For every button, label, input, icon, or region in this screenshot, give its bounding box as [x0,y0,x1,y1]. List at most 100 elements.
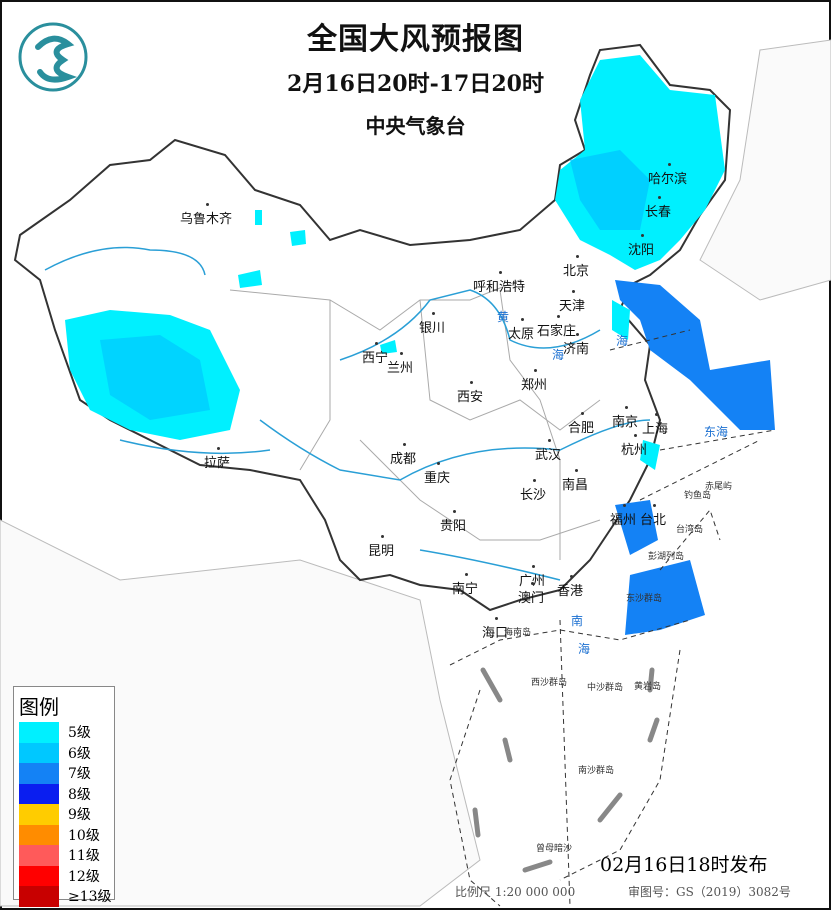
legend: 图例 5级 6级 7级 8级 9级 10级 11级 12级 ≥13级 [13,686,115,907]
city-label: 呼和浩特 [473,271,525,295]
legend-swatch [19,722,59,743]
legend-item: 9级 [14,804,114,825]
legend-swatch [19,763,59,784]
wind-area-7 [615,280,775,430]
legend-label: 10级 [68,827,100,844]
legend-item: 6级 [14,742,114,763]
city-label: 武汉 [535,439,561,463]
legend-item: 7级 [14,763,114,784]
city-label: 沈阳 [628,234,654,258]
wind-area-6 [570,150,650,230]
neighbor-land [699,39,831,301]
city-label: 南宁 [452,573,478,597]
legend-item: 5级 [14,722,114,743]
wind-area-7 [615,500,658,555]
city-label: 澳门 [518,582,544,606]
city-label: 台北 [640,504,666,528]
maritime-boundaries [449,329,776,907]
legend-label: 7级 [68,766,91,783]
city-label: 天津 [559,290,585,314]
rivers [44,246,651,581]
wind-area-6 [100,335,210,420]
city-label: 太原 [508,318,534,342]
legend-swatch [19,783,59,804]
city-label: 郑州 [521,369,547,393]
sea-label: 东海 [704,425,729,439]
city-label: 合肥 [568,412,594,436]
map-scale: 比例尺 1:20 000 000 [455,885,576,899]
legend-item: 10级 [14,824,114,845]
city-label: 西宁 [362,342,388,366]
island-label: 赤尾屿 [705,482,733,492]
sea-label: 海 [616,334,629,348]
city-label: 兰州 [387,352,413,376]
city-label: 杭州 [621,434,647,458]
island-label: 曾母暗沙 [536,844,573,854]
legend-label: 5级 [68,725,91,742]
island-label: 彭湖列岛 [648,552,685,562]
city-label: 南昌 [562,469,588,493]
sea-label: 南 [571,614,584,628]
issuer: 中央气象台 [365,114,466,138]
legend-swatch [19,886,59,907]
forecast-period: 2月16日20时-17日20时 [287,71,544,97]
wind-area-7 [625,560,705,635]
city-label: 西安 [457,381,483,405]
legend-label: 12级 [68,868,100,885]
city-label: 广州 [519,565,545,589]
sea-label: 海 [578,642,591,656]
nine-dash-line [472,667,660,873]
island-label: 黄岩岛 [634,682,662,692]
city-label: 海口 [482,617,508,641]
issued-time: 02月16日18时发布 [600,854,768,876]
sea-label: 黄 [497,310,510,324]
city-label: 长春 [645,196,671,220]
approval-number: 审图号：GS（2019）3082号 [628,885,791,899]
city-label: 昆明 [368,535,394,559]
city-label: 南京 [612,406,638,430]
city-label: 福州 [610,504,636,528]
legend-swatch [19,804,59,825]
map-title: 全国大风预报图 [307,22,524,57]
legend-label: 9级 [68,807,91,824]
city-label: 北京 [563,255,589,279]
legend-label: 8级 [68,786,91,803]
legend-item: 8级 [14,783,114,804]
island-label: 台湾岛 [676,525,704,535]
legend-item: 12级 [14,865,114,886]
legend-swatch [19,742,59,763]
city-label: 上海 [642,413,668,437]
island-label: 西沙群岛 [531,678,568,688]
legend-label: ≥13级 [68,889,112,906]
island-label: 海南岛 [504,628,532,638]
sea-label: 海 [552,348,565,362]
legend-swatch [19,845,59,866]
city-label: 石家庄 [537,315,576,339]
cma-logo [18,22,88,92]
neighbor-land [0,519,481,907]
city-label: 香港 [557,575,583,599]
legend-title: 图例 [19,695,59,719]
city-label: 乌鲁木齐 [180,203,232,227]
island-label: 钓鱼岛 [684,491,712,501]
city-label: 哈尔滨 [648,163,687,187]
city-label: 拉萨 [204,447,230,471]
legend-item: ≥13级 [14,886,114,907]
island-label: 中沙群岛 [587,683,624,693]
island-label: 南沙群岛 [578,766,615,776]
city-label: 济南 [563,333,589,357]
city-label: 重庆 [424,462,450,486]
wind-areas [65,55,775,635]
legend-label: 11级 [68,848,100,865]
city-label: 银川 [419,312,445,336]
island-label: 东沙群岛 [626,594,663,604]
legend-swatch [19,824,59,845]
city-label: 贵阳 [440,510,466,534]
city-label: 长沙 [520,479,546,503]
city-label: 成都 [390,443,416,467]
legend-label: 6级 [68,745,91,762]
legend-item: 11级 [14,845,114,866]
legend-swatch [19,865,59,886]
